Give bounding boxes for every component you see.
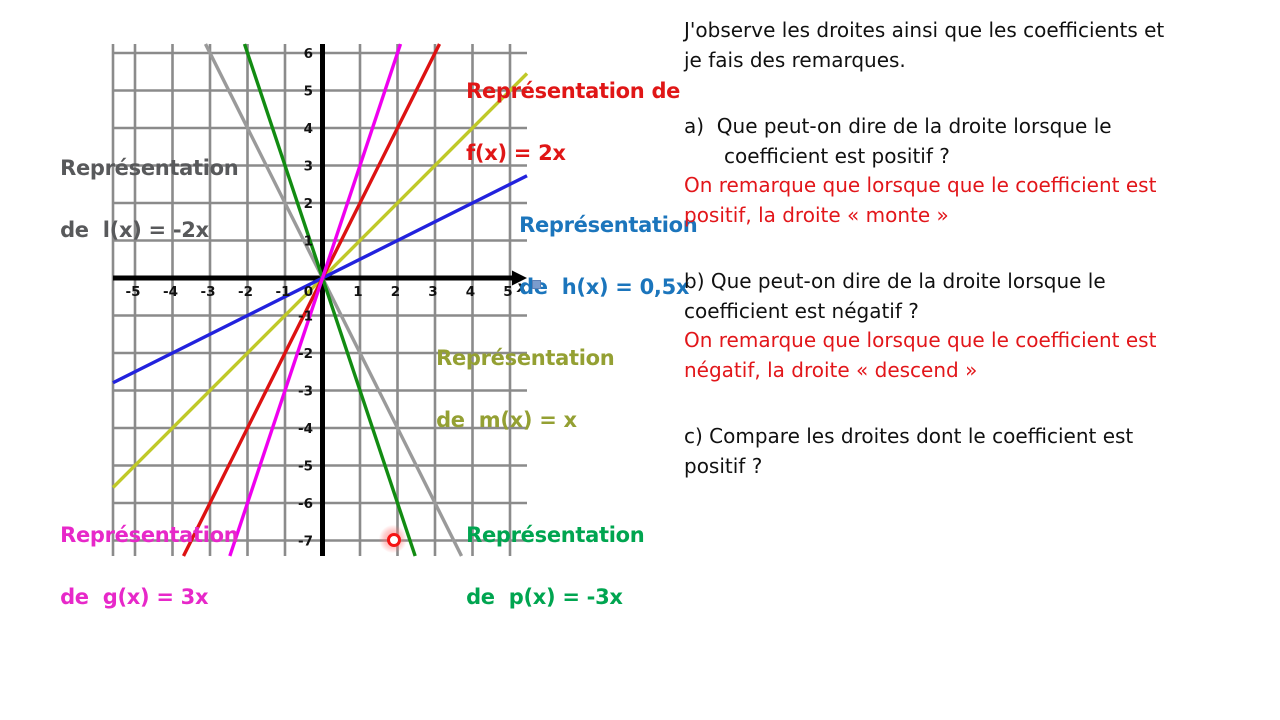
answer-a: On remarque que lorsque que le coefficie… bbox=[684, 173, 1157, 227]
y-tick-label: -6 bbox=[298, 496, 313, 512]
graph-label-f: Représentation de f(x) = 2x bbox=[424, 45, 680, 200]
y-tick-label: 4 bbox=[304, 121, 313, 137]
x-tick-label: 3 bbox=[428, 284, 437, 300]
x-axis-label: x bbox=[516, 278, 528, 296]
intro-text: J'observe les droites ainsi que les coef… bbox=[684, 18, 1165, 72]
answer-b: On remarque que lorsque que le coefficie… bbox=[684, 328, 1157, 382]
y-tick-label: 1 bbox=[304, 234, 313, 250]
y-tick-label: -4 bbox=[298, 421, 313, 437]
x-tick-label: 5 bbox=[503, 284, 512, 300]
graph-label-p: Représentation de p(x) = -3x bbox=[424, 489, 645, 644]
function-line-p bbox=[242, 43, 417, 557]
x-tick-label: -3 bbox=[201, 284, 216, 300]
graph-label-h: Représentation de h(x) = 0,5x bbox=[477, 179, 698, 334]
laser-pointer-dot bbox=[379, 525, 407, 553]
question-c: c) Compare les droites dont le coefficie… bbox=[684, 424, 1134, 478]
y-tick-label: -2 bbox=[298, 346, 313, 362]
x-tick-label: 4 bbox=[466, 284, 475, 300]
graph-label-f-line2: f(x) = 2x bbox=[466, 141, 566, 165]
graph-label-l-line1: Représentation bbox=[60, 156, 239, 180]
x-axis-arrowhead bbox=[512, 270, 527, 286]
graph-label-l-line2: de l(x) = -2x bbox=[60, 218, 209, 242]
y-tick-label: 5 bbox=[304, 84, 313, 100]
selection-handle[interactable] bbox=[532, 280, 541, 289]
y-tick-label: 6 bbox=[304, 46, 313, 62]
y-tick-label: -7 bbox=[298, 534, 313, 550]
graph-label-g-line2: de g(x) = 3x bbox=[60, 585, 209, 609]
x-tick-label: -2 bbox=[238, 284, 253, 300]
y-tick-label: -3 bbox=[298, 384, 313, 400]
y-tick-label: 3 bbox=[304, 159, 313, 175]
function-line-f bbox=[181, 43, 442, 557]
graph-label-f-line1: Représentation de bbox=[466, 79, 681, 103]
y-tick-label: -5 bbox=[298, 459, 313, 475]
x-tick-label: 2 bbox=[391, 284, 400, 300]
x-tick-label: 1 bbox=[353, 284, 362, 300]
graph-label-p-line2: de p(x) = -3x bbox=[466, 585, 623, 609]
graph-label-h-line2: de h(x) = 0,5x bbox=[519, 275, 690, 299]
graph-label-m-line1: Représentation bbox=[436, 346, 615, 370]
question-a: a) Que peut-on dire de la droite lorsque… bbox=[684, 114, 1112, 168]
graph-label-l: Représentation de l(x) = -2x bbox=[18, 122, 239, 277]
x-tick-label: -5 bbox=[126, 284, 141, 300]
graph-label-g-line1: Représentation bbox=[60, 523, 239, 547]
x-tick-label: -1 bbox=[276, 284, 291, 300]
graph-label-g: Représentation de g(x) = 3x bbox=[18, 489, 239, 644]
question-b: b) Que peut-on dire de la droite lorsque… bbox=[684, 269, 1106, 323]
graph-canvas: -5 -4 -3 -2 -1 0 1 2 3 4 5 6 5 4 3 2 1 -1 -2 -3 -4 -5 -6 -7 x bbox=[111, 43, 529, 557]
x-tick-label: -4 bbox=[163, 284, 178, 300]
graph-label-h-line1: Représentation bbox=[519, 213, 698, 237]
y-tick-label: -1 bbox=[298, 309, 313, 325]
laser-pointer-ring bbox=[387, 533, 401, 547]
questions-panel: J'observe les droites ainsi que les coef… bbox=[684, 16, 1259, 481]
graph-label-m: Représentation de m(x) = x bbox=[394, 312, 615, 467]
function-graph: -5 -4 -3 -2 -1 0 1 2 3 4 5 6 5 4 3 2 1 -1 -2 -3 -4 -5 -6 -7 x Re… bbox=[0, 0, 698, 620]
x-tick-label: 0 bbox=[304, 284, 313, 300]
y-tick-label: 2 bbox=[304, 196, 313, 212]
function-line-l bbox=[203, 43, 464, 557]
graph-label-m-line2: de m(x) = x bbox=[436, 408, 577, 432]
function-line-g bbox=[228, 43, 403, 557]
graph-label-p-line1: Représentation bbox=[466, 523, 645, 547]
